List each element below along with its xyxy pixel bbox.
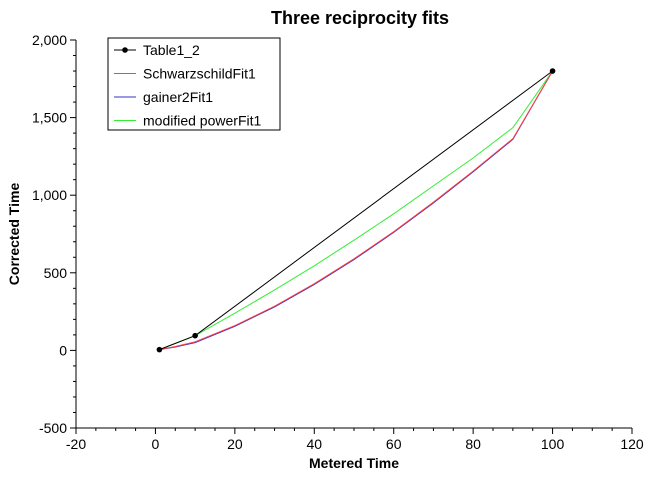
- series-line-1: [159, 70, 554, 351]
- legend-label-1: SchwarzschildFit1: [143, 66, 256, 82]
- legend-label-3: modified powerFit1: [143, 113, 261, 129]
- y-tick-label: 1,500: [32, 110, 67, 126]
- legend-box: [107, 37, 281, 131]
- series-line-2: [159, 70, 554, 351]
- x-tick-label: 100: [541, 436, 565, 452]
- y-tick-label: 500: [44, 265, 68, 281]
- x-tick-label: 0: [152, 436, 160, 452]
- series-group: [156, 68, 556, 353]
- x-tick-label: 60: [386, 436, 402, 452]
- y-axis-title: Corrected Time: [6, 183, 22, 286]
- x-tick-label: -20: [66, 436, 86, 452]
- x-axis: -20 0 20 40 60 80 100 120: [66, 427, 644, 452]
- x-tick-label: 40: [306, 436, 322, 452]
- y-tick-label: 2,000: [32, 32, 67, 48]
- y-tick-label: 1,000: [32, 187, 67, 203]
- data-point: [192, 332, 198, 339]
- y-axis: -500 0 500 1,000 1,500 2,000: [32, 32, 77, 436]
- x-tick-label: 80: [465, 436, 481, 452]
- legend: Table1_2 SchwarzschildFit1 gainer2Fit1 modi…: [107, 37, 281, 131]
- data-point: [549, 68, 556, 74]
- y-tick-label: -500: [39, 420, 67, 436]
- x-tick-label: 20: [227, 436, 243, 452]
- chart-title: Three reciprocity fits: [271, 8, 449, 28]
- legend-marker: [122, 47, 128, 53]
- data-point: [156, 346, 163, 353]
- y-tick-label: 0: [59, 342, 67, 358]
- legend-label-2: gainer2Fit1: [143, 89, 213, 105]
- legend-label-0: Table1_2: [143, 42, 200, 58]
- x-axis-title: Metered Time: [309, 455, 399, 471]
- x-tick-label: 120: [620, 436, 644, 452]
